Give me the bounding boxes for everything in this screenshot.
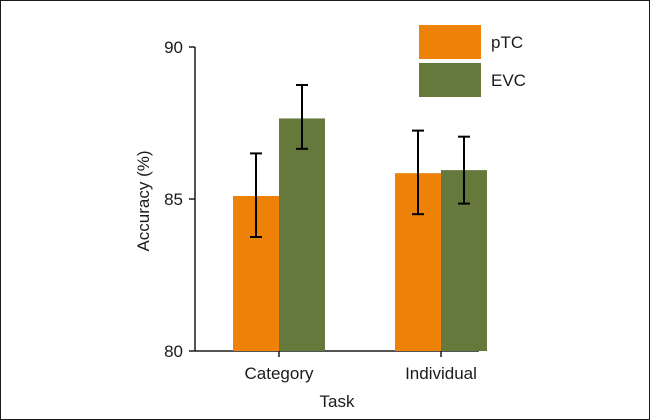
legend-swatch-ptc — [419, 25, 481, 59]
bars — [233, 118, 487, 351]
legend-label-evc: EVC — [491, 71, 526, 90]
error-bars — [250, 84, 470, 238]
x-tick-label: Individual — [405, 364, 477, 383]
y-tick-label: 85 — [164, 190, 183, 209]
legend: pTC EVC — [419, 25, 526, 97]
y-axis-label: Accuracy (%) — [134, 150, 153, 251]
x-axis-label: Task — [320, 392, 355, 411]
y-tick-label: 80 — [164, 342, 183, 361]
bar-evc-category — [279, 118, 325, 351]
ticks: 80 85 90 Category Individual — [164, 38, 477, 383]
legend-swatch-evc — [419, 63, 481, 97]
legend-label-ptc: pTC — [491, 33, 523, 52]
y-tick-label: 90 — [164, 38, 183, 57]
x-tick-label: Category — [245, 364, 314, 383]
